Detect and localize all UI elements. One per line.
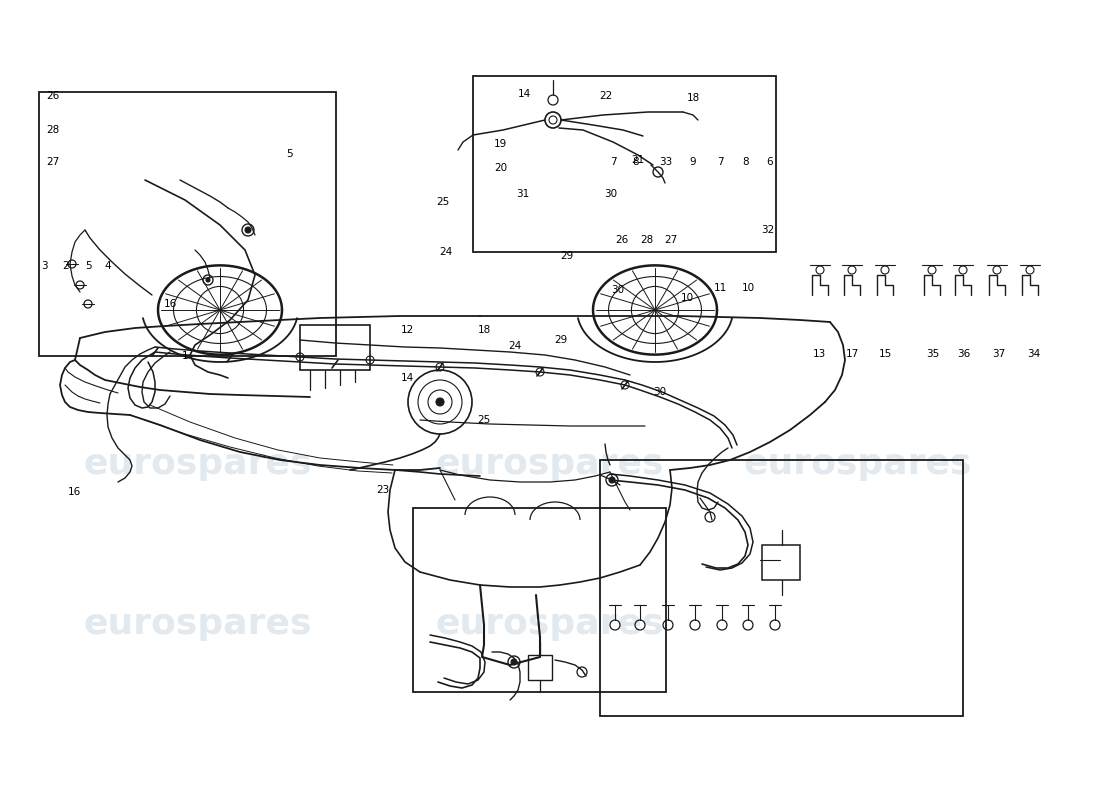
- Text: 34: 34: [1027, 349, 1041, 358]
- Text: 11: 11: [714, 283, 727, 293]
- Text: 37: 37: [992, 349, 1005, 358]
- Circle shape: [609, 477, 615, 483]
- Text: 30: 30: [604, 189, 617, 198]
- Text: eurospares: eurospares: [84, 447, 312, 481]
- Text: 1: 1: [182, 351, 188, 361]
- Circle shape: [512, 659, 517, 665]
- Text: 32: 32: [761, 226, 774, 235]
- Text: 29: 29: [560, 251, 573, 261]
- Text: 27: 27: [46, 157, 59, 166]
- Text: 28: 28: [46, 125, 59, 134]
- Text: 5: 5: [85, 261, 91, 270]
- Bar: [762, 545, 800, 580]
- Circle shape: [245, 227, 251, 233]
- Text: 35: 35: [926, 349, 939, 358]
- Text: 7: 7: [717, 157, 724, 166]
- Text: 16: 16: [68, 487, 81, 497]
- Text: 27: 27: [664, 235, 678, 245]
- Text: 21: 21: [631, 155, 645, 165]
- Text: 8: 8: [742, 157, 749, 166]
- Text: 30: 30: [612, 285, 625, 294]
- Text: 2: 2: [63, 261, 69, 270]
- Text: 30: 30: [653, 387, 667, 397]
- Text: 18: 18: [477, 325, 491, 334]
- Text: 16: 16: [164, 299, 177, 309]
- Text: 26: 26: [615, 235, 628, 245]
- Circle shape: [206, 278, 210, 282]
- Text: 19: 19: [494, 139, 507, 149]
- Bar: [528, 655, 552, 680]
- Text: 28: 28: [640, 235, 653, 245]
- Text: 5: 5: [286, 149, 293, 158]
- Text: 10: 10: [741, 283, 755, 293]
- Text: 20: 20: [494, 163, 507, 173]
- Text: 33: 33: [659, 157, 672, 166]
- Text: eurospares: eurospares: [84, 607, 312, 641]
- Text: 36: 36: [957, 349, 970, 358]
- Text: 25: 25: [437, 197, 450, 206]
- Bar: [600, 460, 962, 716]
- Bar: [412, 508, 666, 692]
- Text: 10: 10: [681, 293, 694, 302]
- Text: 31: 31: [516, 189, 529, 198]
- Text: 18: 18: [686, 94, 700, 103]
- Text: 14: 14: [518, 90, 531, 99]
- Text: 7: 7: [610, 157, 617, 166]
- Text: 13: 13: [813, 349, 826, 358]
- Text: 23: 23: [376, 485, 389, 494]
- Text: 9: 9: [690, 157, 696, 166]
- Text: 3: 3: [41, 261, 47, 270]
- Text: 15: 15: [879, 349, 892, 358]
- Text: 17: 17: [846, 349, 859, 358]
- Text: 4: 4: [104, 261, 111, 270]
- Text: 6: 6: [767, 157, 773, 166]
- Text: 24: 24: [508, 341, 521, 350]
- Text: 26: 26: [46, 91, 59, 101]
- Text: eurospares: eurospares: [436, 447, 664, 481]
- Text: 24: 24: [439, 247, 452, 257]
- Text: 29: 29: [554, 335, 568, 345]
- Text: 14: 14: [400, 373, 414, 382]
- Bar: [300, 325, 370, 370]
- Text: 12: 12: [400, 325, 414, 334]
- Bar: [473, 76, 776, 252]
- Bar: [39, 92, 336, 356]
- Text: eurospares: eurospares: [744, 447, 972, 481]
- Text: 8: 8: [632, 157, 639, 166]
- Text: 25: 25: [477, 415, 491, 425]
- Text: 22: 22: [600, 91, 613, 101]
- Circle shape: [436, 398, 444, 406]
- Text: eurospares: eurospares: [436, 607, 664, 641]
